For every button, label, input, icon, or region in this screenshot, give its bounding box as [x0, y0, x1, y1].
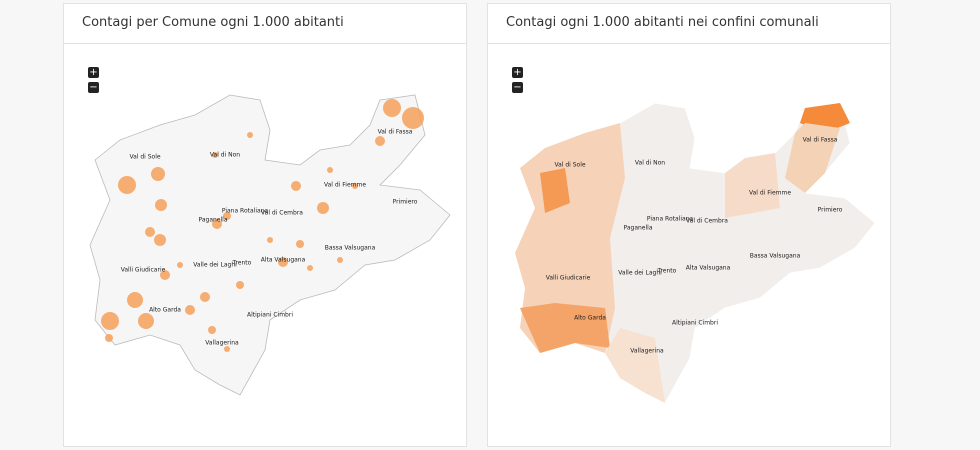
- region-fill: [520, 303, 610, 353]
- map-label: Val di Sole: [554, 162, 585, 169]
- map-label: Alto Garda: [149, 307, 181, 314]
- map-label: Paganella: [623, 225, 652, 232]
- map-label: Altipiani Cimbri: [672, 320, 718, 327]
- zoom-in[interactable]: +: [512, 67, 523, 78]
- region-fill: [725, 153, 780, 218]
- map-label: Valle dei Laghi: [193, 262, 237, 269]
- map-label: Paganella: [198, 217, 227, 224]
- zoom-in[interactable]: +: [88, 67, 99, 78]
- map-label: Valle dei Laghi: [618, 270, 662, 277]
- map-label: Val di Non: [635, 160, 665, 167]
- map-label: Trento: [657, 268, 677, 275]
- map-label: Primiero: [818, 207, 843, 214]
- bubbles: [101, 99, 424, 352]
- map-label: Alta Valsugana: [686, 265, 731, 272]
- map-label: Val di Cembra: [686, 218, 728, 225]
- map-label: Val di Fiemme: [749, 190, 791, 197]
- zoom-out[interactable]: −: [512, 82, 523, 93]
- map-label: Piana Rotaliana: [647, 216, 694, 223]
- map-label: Trento: [232, 260, 252, 267]
- map-label: Bassa Valsugana: [750, 253, 801, 260]
- region-fill: [785, 123, 840, 193]
- map-label: Val di Fassa: [378, 129, 413, 136]
- map-label: Piana Rotaliana: [222, 208, 269, 215]
- map-label: Valli Giudicarie: [546, 275, 591, 282]
- map-label: Val di Cembra: [261, 210, 303, 217]
- map-label: Altipiani Cimbri: [247, 312, 293, 319]
- map-label: Valli Giudicarie: [121, 267, 166, 274]
- map-label: Alto Garda: [574, 315, 606, 322]
- zoom-out[interactable]: −: [88, 82, 99, 93]
- map-label: Primiero: [393, 199, 418, 206]
- map-label: Val di Non: [210, 152, 240, 159]
- choropleth-map: Val di Sole Val di Non Val di Fassa Val di …: [514, 102, 876, 404]
- region-fill: [540, 168, 570, 213]
- map-label: Val di Sole: [129, 154, 160, 161]
- map-label: Val di Fassa: [803, 137, 838, 144]
- region-fill: [605, 328, 665, 403]
- territory: [89, 94, 451, 396]
- map-label: Bassa Valsugana: [325, 245, 376, 252]
- bubble-map: Val di Sole Val di Non Val di Fassa Val di …: [89, 94, 451, 396]
- panel-title: Contagi per Comune ogni 1.000 abitanti: [64, 4, 466, 44]
- map-label: Alta Valsugana: [261, 257, 306, 264]
- map-label: Vallagerina: [205, 340, 239, 347]
- map-label: Vallagerina: [630, 348, 664, 355]
- map-label: Val di Fiemme: [324, 182, 366, 189]
- panel-title: Contagi ogni 1.000 abitanti nei confini …: [488, 4, 890, 44]
